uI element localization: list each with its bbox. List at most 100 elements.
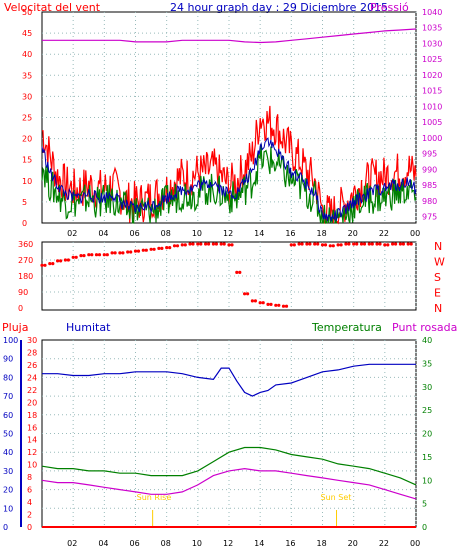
dir-point-28	[258, 301, 262, 305]
y-tick-dir-0: 0	[18, 304, 23, 313]
x-tick-bottom-18: 18	[317, 539, 327, 548]
compass-label-2: S	[434, 271, 441, 284]
y-tick-hum-50: 50	[3, 430, 13, 439]
y-tick-wind-30: 30	[22, 92, 32, 101]
y-tick-temp-15: 15	[422, 453, 432, 462]
y-tick-wind-5: 5	[22, 198, 27, 207]
y-tick-dir-360: 360	[18, 240, 33, 249]
rain-label: Pluja	[2, 321, 28, 334]
y-tick-temp-40: 40	[422, 336, 432, 345]
y-tick-wind-15: 15	[22, 156, 32, 165]
dir-point-20	[196, 242, 200, 246]
dir-point-9	[110, 251, 114, 255]
y-tick-rain-10: 10	[27, 461, 37, 470]
lower-series-1	[41, 446, 417, 486]
dir-point-b-20	[199, 242, 203, 246]
compass-label-4: N	[434, 302, 442, 315]
x-tick-top-10: 10	[192, 229, 202, 238]
y-tick-pressure-1040: 1040	[422, 8, 442, 17]
y-tick-temp-30: 30	[422, 383, 432, 392]
y-tick-rain-30: 30	[27, 336, 37, 345]
y-tick-rain-22: 22	[27, 386, 37, 395]
y-tick-dir-270: 270	[18, 256, 33, 265]
dir-point-b-21	[207, 242, 211, 246]
dir-point-4	[71, 255, 75, 259]
y-tick-pressure-1020: 1020	[422, 71, 442, 80]
y-tick-pressure-975: 975	[422, 213, 437, 222]
dir-point-b-24	[230, 243, 234, 247]
dir-point-44	[383, 243, 387, 247]
y-tick-pressure-980: 980	[422, 197, 437, 206]
y-tick-pressure-1030: 1030	[422, 39, 442, 48]
y-tick-pressure-1025: 1025	[422, 55, 442, 64]
y-tick-pressure-1000: 1000	[422, 134, 442, 143]
wind-speed-label: Velocitat del vent	[4, 1, 101, 14]
dir-point-10	[118, 251, 122, 255]
y-tick-hum-20: 20	[3, 486, 13, 495]
y-tick-hum-60: 60	[3, 411, 13, 420]
dir-point-b-10	[121, 251, 125, 255]
dir-point-b-43	[378, 242, 382, 246]
dir-point-b-11	[129, 250, 133, 254]
dir-point-45	[391, 242, 395, 246]
x-tick-bottom-22: 22	[379, 539, 389, 548]
dir-point-34	[305, 242, 309, 246]
y-tick-hum-90: 90	[3, 355, 13, 364]
dir-point-36	[320, 243, 325, 247]
y-tick-pressure-1005: 1005	[422, 118, 442, 127]
dir-point-14	[149, 247, 153, 251]
y-tick-hum-30: 30	[3, 467, 13, 476]
y-tick-pressure-985: 985	[422, 181, 437, 190]
y-tick-dir-180: 180	[18, 272, 33, 281]
y-tick-hum-0: 0	[3, 523, 8, 532]
x-tick-bottom-04: 04	[98, 539, 108, 548]
dir-point-b-39	[347, 242, 351, 246]
y-tick-wind-0: 0	[22, 219, 27, 228]
y-tick-rain-12: 12	[27, 448, 37, 457]
dir-point-23	[219, 242, 223, 246]
dir-point-30	[274, 303, 278, 307]
y-tick-wind-20: 20	[22, 135, 32, 144]
x-tick-top-16: 16	[285, 229, 295, 238]
x-tick-top-12: 12	[223, 229, 233, 238]
dir-point-b-37	[331, 244, 335, 248]
dir-point-b-17	[175, 244, 180, 248]
y-tick-rain-2: 2	[27, 511, 32, 520]
compass-label-3: E	[434, 287, 441, 300]
y-tick-pressure-995: 995	[422, 150, 437, 159]
y-tick-temp-5: 5	[422, 500, 427, 509]
y-tick-hum-40: 40	[3, 448, 13, 457]
dir-point-40	[352, 242, 356, 246]
x-tick-bottom-16: 16	[285, 539, 295, 548]
y-tick-rain-8: 8	[27, 473, 32, 482]
y-tick-rain-14: 14	[27, 436, 37, 445]
dir-point-b-36	[323, 243, 328, 247]
dir-point-b-42	[370, 242, 374, 246]
x-tick-top-08: 08	[161, 229, 171, 238]
dir-point-b-31	[284, 304, 289, 308]
dir-point-b-44	[386, 243, 390, 247]
pressure-label: Pressió	[370, 1, 409, 14]
dir-point-29	[266, 302, 270, 306]
dir-point-22	[211, 242, 215, 246]
x-tick-top-20: 20	[348, 229, 358, 238]
dir-point-b-19	[191, 242, 195, 246]
dir-point-b-22	[214, 242, 218, 246]
dir-point-b-15	[160, 246, 164, 250]
x-tick-top-06: 06	[130, 229, 140, 238]
y-tick-temp-35: 35	[422, 359, 432, 368]
y-tick-pressure-1015: 1015	[422, 87, 442, 96]
y-tick-hum-80: 80	[3, 373, 13, 382]
x-tick-bottom-00: 00	[410, 539, 420, 548]
dir-point-b-29	[269, 302, 273, 306]
dir-point-33	[297, 242, 301, 246]
dir-point-b-14	[152, 247, 156, 251]
wind-series-2	[41, 137, 417, 222]
dir-point-b-30	[277, 303, 281, 307]
dir-point-3	[63, 258, 67, 262]
x-tick-bottom-10: 10	[192, 539, 202, 548]
dir-point-b-40	[355, 242, 359, 246]
dir-point-32	[289, 243, 293, 247]
y-tick-dir-90: 90	[18, 288, 28, 297]
